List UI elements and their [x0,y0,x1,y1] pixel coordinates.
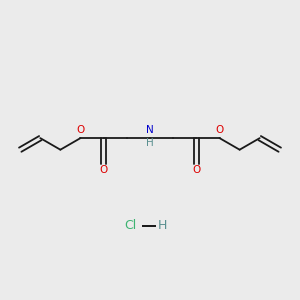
Text: H: H [146,139,154,148]
Text: O: O [192,165,200,175]
Text: O: O [76,125,85,135]
Text: N: N [146,125,154,135]
Text: H: H [158,219,167,232]
Text: Cl: Cl [124,219,137,232]
Text: O: O [100,165,108,175]
Text: O: O [215,125,224,135]
